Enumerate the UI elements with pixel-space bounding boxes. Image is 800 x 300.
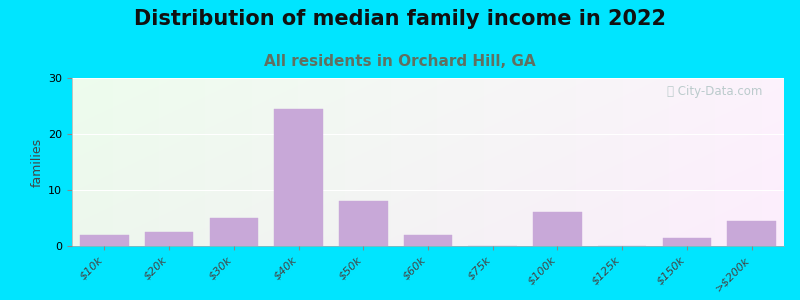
Bar — [662, 238, 711, 246]
Text: All residents in Orchard Hill, GA: All residents in Orchard Hill, GA — [264, 54, 536, 69]
Text: Distribution of median family income in 2022: Distribution of median family income in … — [134, 9, 666, 29]
Bar — [274, 109, 323, 246]
Bar — [727, 221, 776, 246]
Y-axis label: families: families — [31, 137, 44, 187]
Bar — [210, 218, 258, 246]
Bar — [533, 212, 582, 246]
Text: ⓘ City-Data.com: ⓘ City-Data.com — [667, 85, 762, 98]
Bar — [404, 235, 452, 246]
Bar — [145, 232, 194, 246]
Bar — [80, 235, 129, 246]
Bar — [339, 201, 387, 246]
